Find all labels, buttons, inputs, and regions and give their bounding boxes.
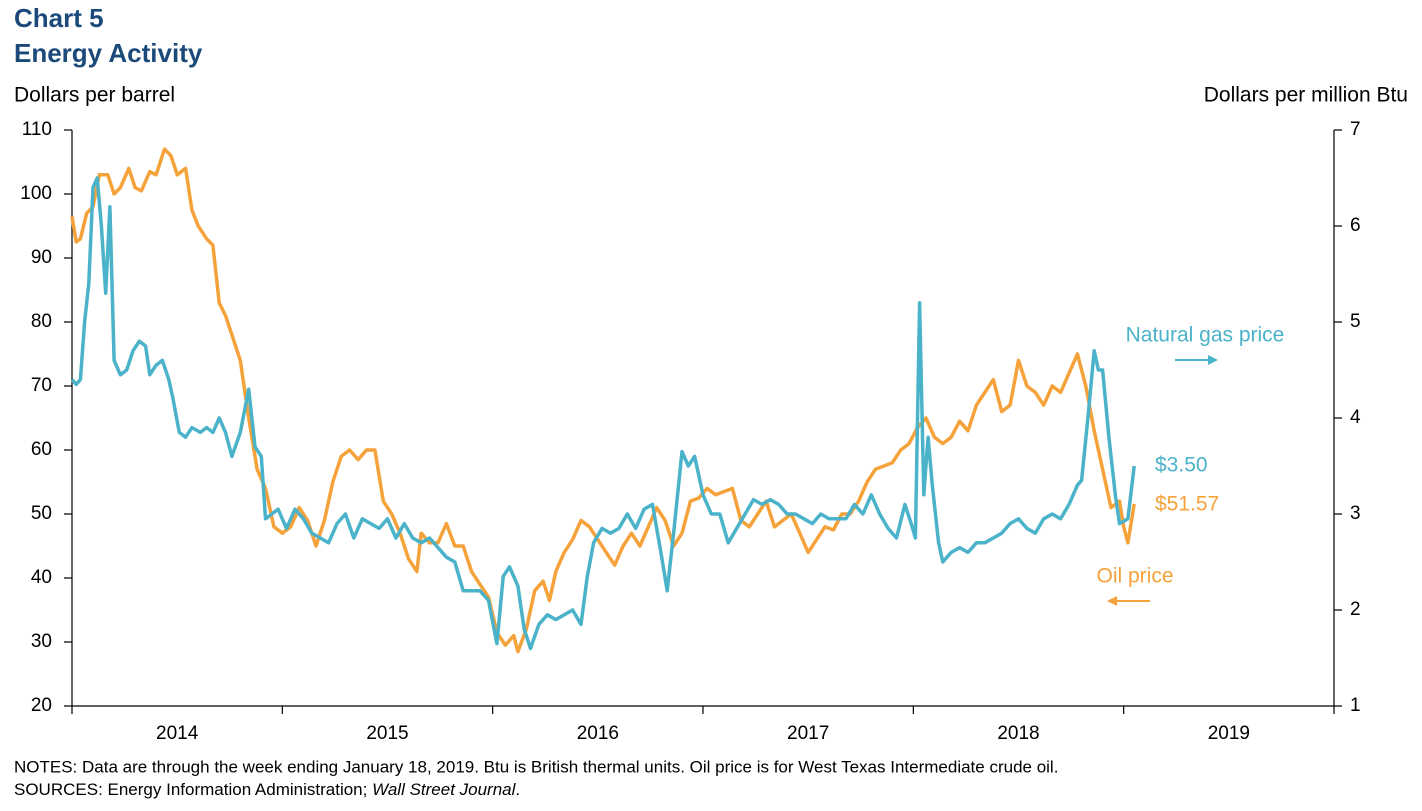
y-tick-label: 70 [31,375,52,396]
sources-text: SOURCES: Energy Information Administrati… [14,780,372,799]
legend-label: Oil price [1096,565,1173,588]
y-tick-label: 50 [31,503,52,524]
x-tick-label: 2016 [577,723,619,744]
x-tick-label: 2018 [997,723,1039,744]
y-tick-label: 20 [31,695,52,716]
chart-subtitle: Energy Activity [14,38,203,68]
y2-tick-label: 1 [1350,695,1361,716]
sources-text: Wall Street Journal [372,780,517,799]
x-tick-label: 2014 [156,723,199,744]
legend-arrow-head [1208,355,1218,365]
y-tick-label: 30 [31,631,52,652]
legend-label: Natural gas price [1126,324,1285,347]
y2-tick-label: 5 [1350,311,1361,332]
y2-tick-label: 2 [1350,599,1361,620]
y-axis-title: Dollars per barrel [14,84,175,107]
x-tick-label: 2015 [366,723,408,744]
notes: NOTES: Data are through the week ending … [14,757,1058,776]
y2-axis-title: Dollars per million Btu [1204,84,1408,107]
line [70,176,1136,651]
y2-tick-label: 7 [1350,119,1361,140]
end-label: $3.50 [1155,454,1208,477]
y2-tick-label: 4 [1350,407,1361,428]
y-tick-label: 40 [31,567,52,588]
y2-tick-label: 3 [1350,503,1361,524]
y-tick-label: 100 [20,183,52,204]
y-tick-label: 110 [22,119,52,140]
y-tick-label: 60 [31,439,52,460]
chart-title: Chart 5 [14,3,104,33]
line [70,147,1136,654]
end-label: $51.57 [1155,493,1219,516]
x-tick-label: 2017 [787,723,829,744]
sources-text: . [515,780,520,799]
x-tick-label: 2019 [1208,723,1250,744]
sources: SOURCES: Energy Information Administrati… [14,780,520,799]
y-tick-label: 80 [31,311,52,332]
legend-arrow-head [1107,596,1117,606]
y2-tick-label: 6 [1350,215,1361,236]
y-tick-label: 90 [31,247,52,268]
